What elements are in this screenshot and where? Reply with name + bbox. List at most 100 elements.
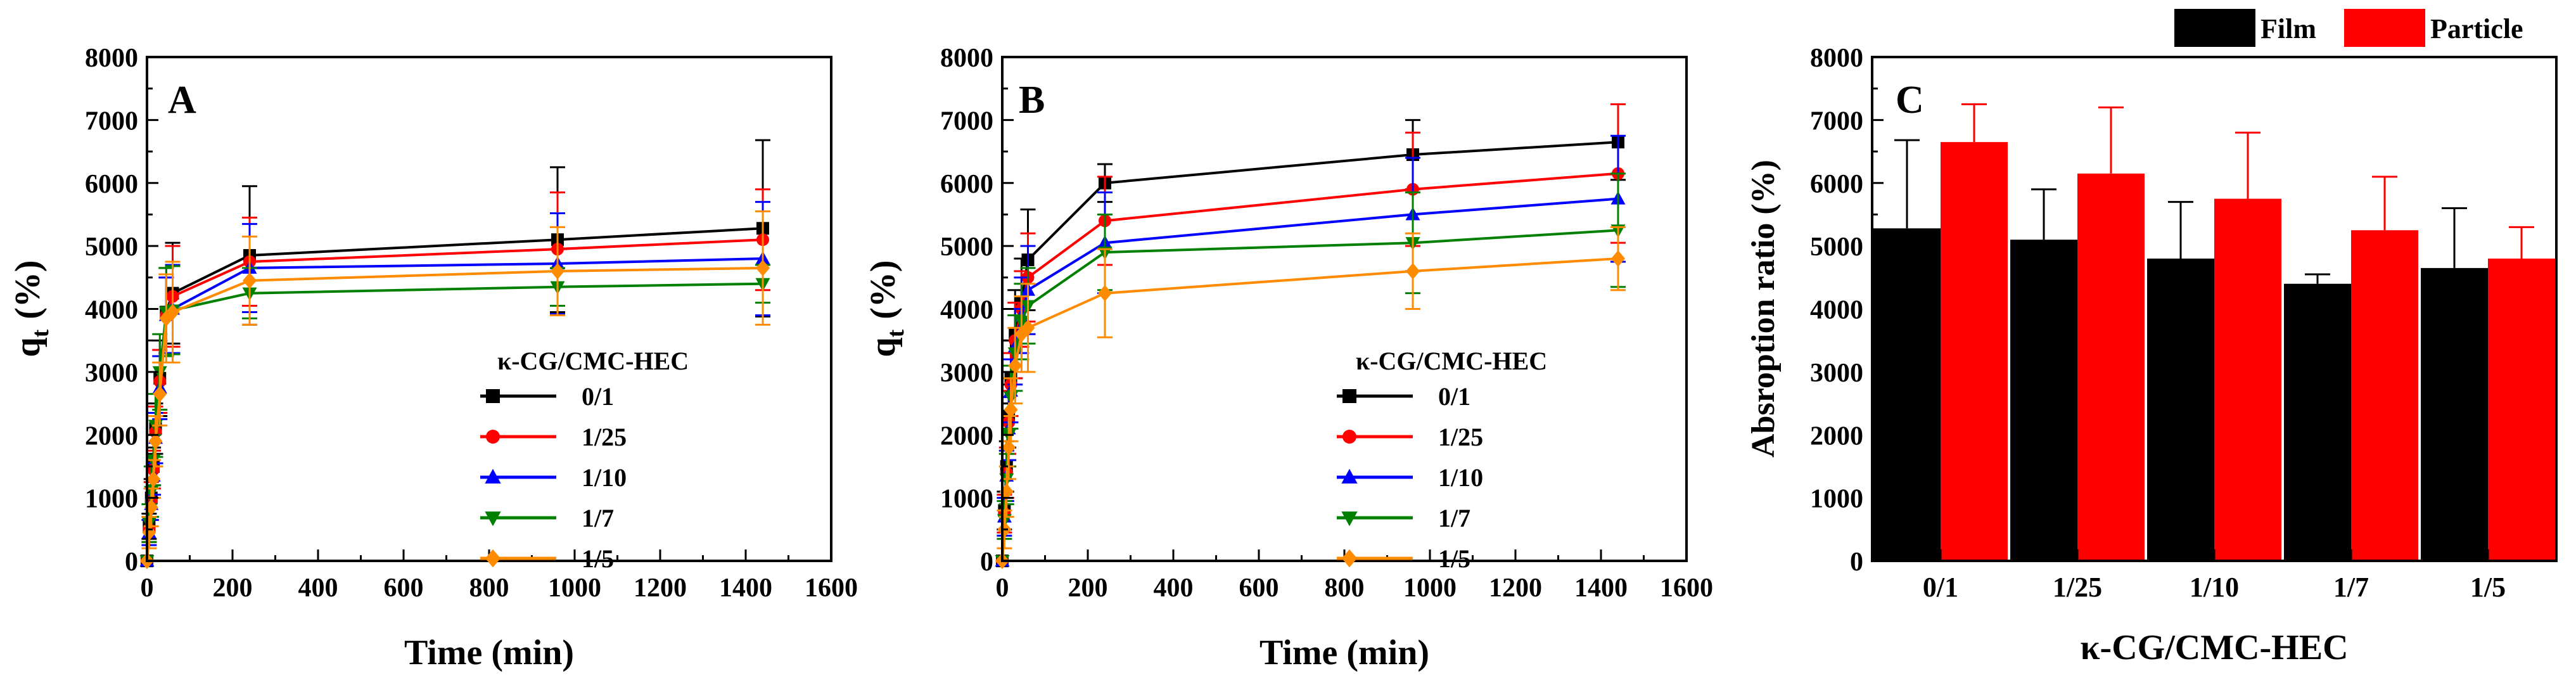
panel-b-series-1-25: [996, 103, 1626, 567]
panel-c-y-tick-label: 6000: [1810, 170, 1863, 199]
panel-a-x-tick-label: 200: [213, 574, 253, 603]
panel-c-y-tick-label: 8000: [1810, 44, 1863, 73]
panel-b-legend-label: 1/5: [1438, 544, 1470, 573]
panel-a-legend-marker: [486, 389, 500, 403]
panel-a-data-point: [153, 385, 167, 402]
panel-a-data-point: [146, 470, 161, 487]
panel-b-legend-marker: [1341, 549, 1358, 568]
panel-c-y-tick-label: 4000: [1810, 296, 1863, 325]
panel-b-x-axis-title: Time (min): [1259, 633, 1429, 672]
panel-c-y-tick-label: 0: [1850, 548, 1863, 577]
panel-c-x-axis-title: κ-CG/CMC-HEC: [2080, 628, 2348, 667]
panel-b-x-tick-label: 200: [1068, 574, 1108, 603]
panel-b-legend-label: 1/7: [1438, 504, 1470, 532]
panel-a-legend-marker: [485, 549, 501, 568]
panel-b-y-tick-label: 1000: [940, 485, 993, 514]
panel-a-series-layer: [139, 139, 770, 569]
panel-c-bar-particle: [2077, 173, 2145, 561]
panel-a-y-tick-label: 7000: [85, 106, 138, 136]
svg-text:qt(%): qt (%): [8, 260, 54, 357]
panel-a-y-tick-label: 4000: [85, 296, 138, 325]
panel-b-data-point: [1004, 401, 1018, 418]
panel-b-data-point: [1002, 439, 1016, 456]
panel-b-series-1-5: [995, 226, 1626, 569]
panel-b-label: B: [1019, 79, 1045, 122]
panel-b-y-axis-subscript: t: [883, 329, 909, 337]
panel-a-series-1-7: [139, 264, 770, 568]
panel-c-x-tick-label: 0/1: [1923, 572, 1958, 603]
panel-b-data-point: [1611, 250, 1625, 267]
panel-a-data-point: [243, 272, 257, 289]
panel-b-series-layer: [995, 103, 1626, 569]
panel-c-y-tick-label: 7000: [1810, 106, 1863, 136]
panel-a-y-tick-label: 2000: [85, 421, 138, 451]
panel-a-line-chart: 0 200 400 600 800 1000 1200 1400 1600 0 1000 2000 30…: [8, 44, 858, 672]
panel-b-y-tick-label: 8000: [940, 44, 993, 73]
panel-b-y-axis-title: qt (%): [864, 260, 909, 357]
panel-b-series-line: [1001, 197, 1619, 562]
panel-a-x-tick-label: 1600: [805, 574, 858, 603]
panel-b-y-tick-label: 7000: [940, 106, 993, 136]
panel-b-legend-label: 1/10: [1438, 463, 1483, 492]
panel-a-x-tick-label: 1200: [634, 574, 687, 603]
panel-a-y-tick-label: 3000: [85, 359, 138, 388]
panel-b-data-point: [1406, 262, 1420, 279]
panel-b-data-point: [1098, 285, 1112, 302]
panel-b-series-line: [1001, 229, 1619, 562]
panel-b-legend-title: κ-CG/CMC-HEC: [1356, 347, 1547, 375]
panel-a-y-tick-label: 1000: [85, 485, 138, 514]
panel-a-series-1-5: [140, 210, 770, 569]
panel-a-data-point: [165, 304, 180, 321]
panel-c-y-tick-label: 2000: [1810, 421, 1863, 451]
panel-b-x-tick-label: 1200: [1489, 574, 1542, 603]
panel-a-data-point: [142, 524, 156, 541]
panel-a-y-axis-unit: (%): [8, 260, 48, 319]
panel-a-legend-marker: [486, 430, 500, 444]
panel-c-bar-particle: [2214, 198, 2281, 561]
panel-c-y-tick-label: 5000: [1810, 233, 1863, 262]
panel-a-data-point: [756, 259, 770, 276]
panel-b-data-point: [1008, 357, 1023, 374]
panel-a-y-axis-q: q: [8, 337, 48, 357]
panel-a-y-axis-title: qt (%): [8, 260, 54, 357]
panel-c-legend-particle-swatch: [2344, 9, 2425, 47]
panel-b-x-tick-label: 400: [1154, 574, 1194, 603]
panel-c-bar-particle: [2351, 230, 2418, 561]
panel-c-bar-film: [1873, 228, 1941, 561]
panel-c-x-tick-label: 1/25: [2053, 572, 2102, 603]
panel-a-x-tick-label: 600: [384, 574, 424, 603]
panel-a-x-tick-label: 0: [141, 574, 154, 603]
panel-b-legend-marker: [1342, 430, 1356, 444]
panel-c-label: C: [1896, 79, 1924, 122]
panel-b-y-tick-label: 3000: [940, 359, 993, 388]
panel-c-bar-particle: [2488, 259, 2555, 561]
panel-c-legend-film-label: Film: [2260, 13, 2316, 44]
panel-c-y-axis-title: Absroption ratio (%): [1745, 160, 1782, 458]
panel-b-series-0-1: [996, 103, 1626, 567]
panel-a-y-tick-label: 0: [125, 548, 138, 577]
panel-c-x-tick-label: 1/5: [2470, 572, 2506, 603]
panel-a-y-tick-label: 8000: [85, 44, 138, 73]
panel-b-legend-marker: [1341, 511, 1358, 527]
svg-text:qt(%): qt (%): [864, 260, 909, 357]
panel-a-data-point: [148, 433, 163, 450]
panel-c-x-tick-label: 1/7: [2333, 572, 2369, 603]
panel-b-legend: κ-CG/CMC-HEC 0/1 1/25 1/10 1/7 1/5: [1337, 347, 1547, 573]
panel-a-label: A: [168, 79, 196, 122]
panel-b-legend-label: 1/25: [1438, 423, 1483, 451]
panel-b-data-point: [1021, 319, 1035, 337]
panel-a-series-line: [146, 257, 763, 562]
panel-c-x-tick-label: 1/10: [2190, 572, 2239, 603]
panel-a-series-line: [146, 282, 763, 562]
panel-b-series-line: [1001, 257, 1619, 562]
panel-a-x-tick-label: 1400: [719, 574, 772, 603]
panel-a-data-point: [551, 262, 564, 279]
panel-b-y-axis-q: q: [864, 337, 903, 357]
panel-b-x-tick-label: 800: [1325, 574, 1365, 603]
panel-b-y-tick-label: 2000: [940, 421, 993, 451]
panel-b-legend-marker: [1341, 468, 1358, 484]
panel-a-legend-label: 1/10: [582, 463, 627, 492]
panel-a-legend: κ-CG/CMC-HEC 0/1 1/25 1/10 1/7 1/5: [480, 347, 689, 573]
panel-b-x-tick-label: 1400: [1574, 574, 1628, 603]
